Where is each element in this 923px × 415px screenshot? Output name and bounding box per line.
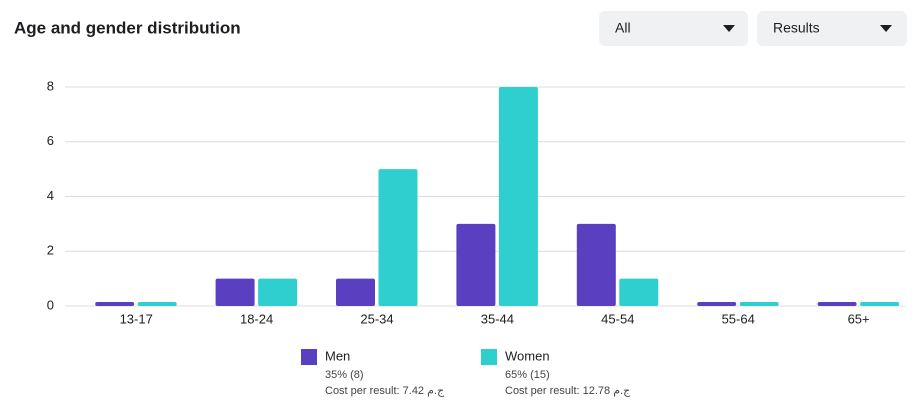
x-tick-label: 65+: [848, 311, 870, 326]
bar: [336, 278, 375, 306]
chart-title: Age and gender distribution: [14, 18, 241, 37]
y-tick-label: 4: [47, 188, 54, 203]
legend-label: Men: [325, 348, 350, 363]
bar: [576, 223, 616, 306]
legend-cost: Cost per result: 12.78 ج.م: [505, 385, 631, 397]
bar: [739, 302, 779, 306]
dropdown-label[interactable]: All: [615, 20, 631, 36]
legend-cost: Cost per result: 7.42 ج.م: [325, 385, 445, 397]
legend-label: Women: [505, 348, 550, 363]
legend-swatch: [481, 349, 497, 365]
bar: [215, 278, 255, 306]
bar: [817, 302, 857, 306]
x-tick-label: 45-54: [601, 311, 634, 326]
y-tick-label: 8: [47, 78, 54, 93]
legend-share: 35% (8): [325, 369, 364, 381]
x-tick-label: 25-34: [360, 311, 393, 326]
dropdown-box[interactable]: [757, 11, 907, 46]
bar: [456, 223, 496, 306]
filter-dropdown[interactable]: All: [599, 11, 748, 46]
dropdown-arrow[interactable]: [880, 25, 892, 32]
y-tick-label: 2: [47, 243, 54, 258]
legend-swatch: [301, 349, 317, 365]
x-tick-label: 35-44: [481, 311, 514, 326]
dropdown-box[interactable]: [599, 11, 748, 46]
dropdown-label[interactable]: Results: [773, 20, 820, 36]
bar: [95, 302, 135, 306]
x-tick-label: 13-17: [120, 311, 153, 326]
y-tick-label: 0: [47, 297, 54, 312]
x-tick-label: 18-24: [240, 311, 273, 326]
bar: [258, 278, 298, 306]
bar: [378, 169, 418, 306]
bar: [498, 87, 538, 306]
bar: [860, 302, 900, 306]
bar: [619, 278, 659, 306]
metric-dropdown[interactable]: Results: [757, 11, 907, 46]
y-tick-label: 6: [47, 133, 54, 148]
bar: [697, 302, 737, 306]
bar: [137, 302, 177, 306]
legend-share: 65% (15): [505, 369, 550, 381]
x-tick-label: 55-64: [722, 311, 755, 326]
dropdown-arrow[interactable]: [723, 25, 735, 32]
